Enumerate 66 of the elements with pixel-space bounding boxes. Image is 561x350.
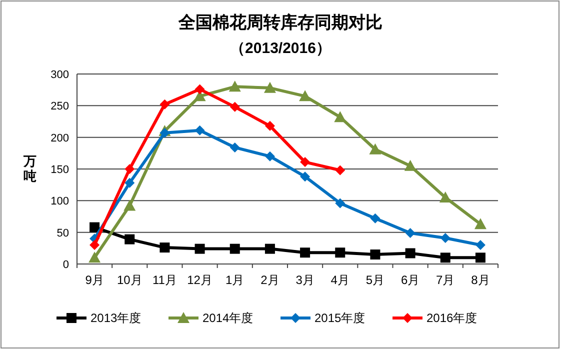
point: [124, 178, 135, 188]
point: [228, 80, 241, 92]
x-tick-label: 5月: [366, 273, 385, 287]
point: [475, 252, 486, 263]
point: [405, 248, 416, 258]
point: [88, 252, 101, 263]
point: [264, 82, 276, 93]
y-tick-label: 100: [50, 196, 69, 208]
point: [160, 128, 170, 138]
point: [230, 142, 240, 152]
point: [160, 99, 170, 110]
point: [335, 165, 346, 176]
point: [264, 244, 275, 254]
point: [124, 200, 136, 211]
point: [300, 172, 310, 182]
point: [475, 240, 486, 250]
point: [405, 228, 416, 238]
point: [369, 143, 382, 154]
point: [90, 222, 100, 232]
point: [264, 151, 275, 162]
y-tick-label: 250: [50, 100, 69, 113]
point: [124, 164, 135, 174]
point: [370, 250, 380, 260]
x-tick-label: 3月: [296, 273, 314, 287]
point: [440, 252, 450, 263]
x-tick-label: 4月: [330, 273, 350, 287]
point: [404, 160, 416, 171]
x-tick-label: 12月: [187, 273, 212, 287]
point: [160, 242, 170, 253]
chart-subtitle: （2013/2016）: [230, 40, 331, 57]
point: [194, 84, 205, 94]
point: [440, 233, 450, 244]
x-tick-label: 2月: [260, 273, 280, 287]
y-tick-label: 300: [50, 69, 69, 81]
point: [334, 111, 346, 122]
point: [335, 248, 346, 258]
legend-label: 2016年度: [426, 311, 478, 325]
y-tick-label: 0: [62, 259, 69, 271]
y-tick-label: 50: [56, 227, 69, 240]
chart-title: 全国棉花周转库存同期对比: [178, 13, 382, 32]
x-tick-label: 11月: [152, 273, 177, 287]
x-tick-label: 9月: [85, 273, 104, 287]
point: [124, 234, 135, 244]
point: [299, 90, 312, 102]
point: [300, 157, 310, 168]
x-tick-label: 7月: [436, 273, 455, 287]
point: [194, 244, 205, 254]
legend-label: 2013年度: [90, 311, 142, 325]
legend-label: 2014年度: [202, 311, 254, 325]
point: [335, 198, 346, 208]
x-tick-label: 6月: [400, 273, 420, 287]
point: [370, 213, 380, 224]
y-axis-title: 万吨: [22, 154, 36, 184]
y-tick-label: 200: [50, 132, 69, 144]
point: [230, 102, 240, 112]
point: [90, 240, 100, 250]
point: [194, 125, 205, 136]
point: [300, 248, 310, 258]
point: [264, 120, 275, 131]
y-tick-label: 150: [50, 164, 69, 176]
x-tick-label: 8月: [471, 273, 490, 287]
x-tick-label: 10月: [116, 273, 142, 287]
point: [230, 244, 240, 254]
legend-label: 2015年度: [314, 311, 366, 325]
point: [474, 218, 486, 230]
x-tick-label: 1月: [226, 273, 244, 287]
